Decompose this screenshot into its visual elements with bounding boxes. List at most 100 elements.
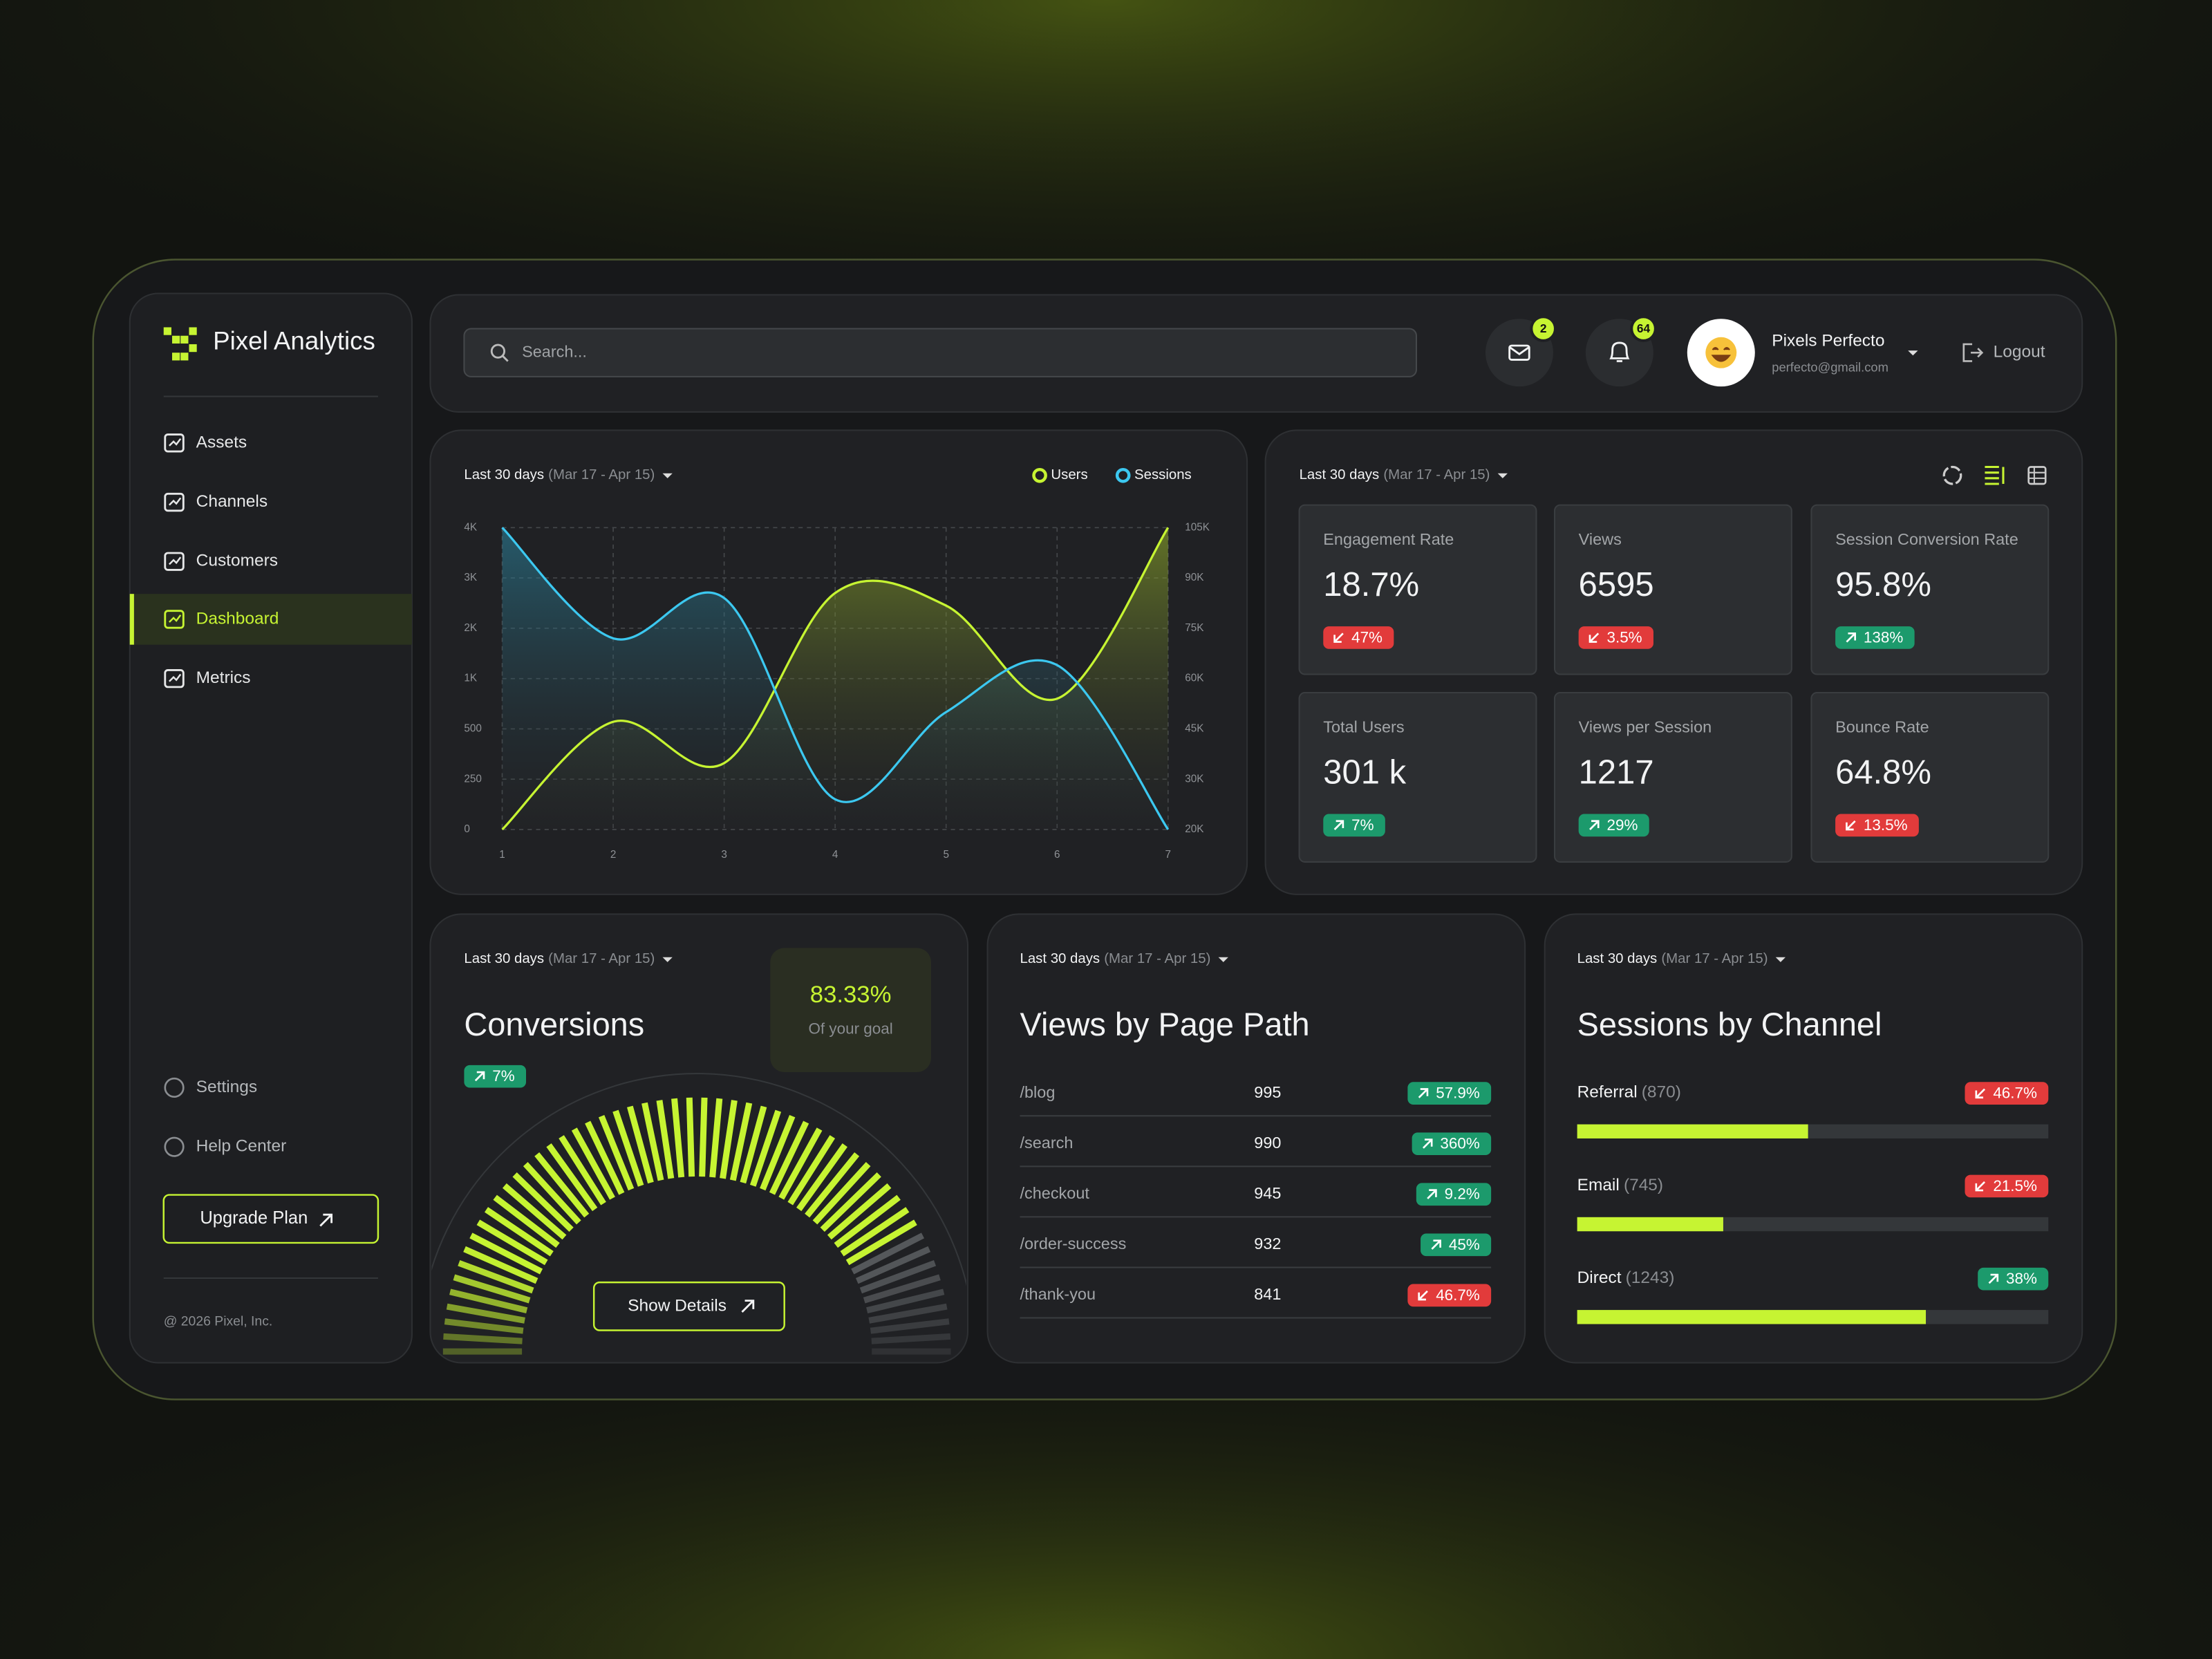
y2-tick-label: 105K bbox=[1185, 521, 1210, 533]
metric-value: 18.7% bbox=[1323, 566, 1419, 603]
gauge-bar-lit bbox=[641, 1102, 664, 1181]
upgrade-button[interactable] bbox=[162, 1194, 379, 1244]
goal-caption: Of your goal bbox=[808, 1020, 892, 1038]
metric-value: 301 k bbox=[1323, 753, 1406, 791]
page-path: /checkout bbox=[1020, 1184, 1090, 1202]
filter-label: Last 30 days bbox=[464, 467, 544, 482]
footer-nav-item[interactable]: Settings bbox=[196, 1078, 257, 1096]
channel-label: Email (745) bbox=[1577, 1176, 1663, 1194]
y-tick-label: 250 bbox=[464, 773, 482, 785]
nav-item[interactable]: Customers bbox=[196, 552, 278, 570]
badge-text: 38% bbox=[2006, 1270, 2037, 1287]
channel-count: (745) bbox=[1624, 1176, 1663, 1194]
copyright: @ 2026 Pixel, Inc. bbox=[164, 1313, 273, 1329]
view-toggle[interactable] bbox=[1985, 465, 2005, 485]
date-filter[interactable]: Last 30 days (Mar 17 - Apr 15) bbox=[1020, 951, 1211, 966]
nav-item[interactable]: Dashboard bbox=[196, 609, 279, 628]
show-details-button[interactable] bbox=[592, 1281, 785, 1331]
gauge-bar-lit bbox=[444, 1318, 524, 1334]
badge-bg bbox=[1323, 814, 1385, 837]
panel-title: Sessions by Channel bbox=[1577, 1006, 1882, 1042]
badge-bg bbox=[1407, 1284, 1492, 1307]
channel-name: Email bbox=[1577, 1176, 1620, 1194]
count-badge bbox=[1630, 315, 1657, 342]
nav-item[interactable]: Channels bbox=[196, 492, 268, 511]
gauge-bar-lit bbox=[458, 1259, 534, 1294]
badge-bg bbox=[1835, 626, 1915, 649]
badge-bg bbox=[1965, 1082, 2049, 1105]
show-details-label[interactable]: Show Details bbox=[628, 1296, 727, 1315]
channel-name: Referral bbox=[1577, 1083, 1638, 1102]
trend-badge: 46.7% bbox=[1407, 1284, 1492, 1307]
nav-icon bbox=[164, 492, 185, 512]
gauge-bar-lit bbox=[699, 1097, 708, 1177]
avatar-face bbox=[1711, 347, 1732, 362]
x-tick-label: 7 bbox=[1165, 849, 1172, 861]
date-filter[interactable]: Last 30 days (Mar 17 - Apr 15) bbox=[464, 467, 655, 482]
gauge-bar-lit bbox=[805, 1152, 860, 1218]
trend-badge: 21.5% bbox=[1965, 1174, 2049, 1198]
gauge-bar-lit bbox=[787, 1135, 836, 1206]
gauge-bar-lit bbox=[559, 1135, 606, 1206]
gauge-bar bbox=[863, 1274, 941, 1304]
arrow-icon bbox=[319, 1213, 333, 1227]
user-menu-caret[interactable] bbox=[1908, 350, 1918, 356]
gauge-bar-lit bbox=[463, 1246, 538, 1284]
view-toggle[interactable] bbox=[2027, 466, 2047, 485]
nav-icon-detail bbox=[169, 556, 182, 565]
nav-item[interactable]: Metrics bbox=[196, 668, 251, 687]
search-icon bbox=[490, 344, 506, 359]
gauge-bar-lit bbox=[627, 1105, 654, 1184]
gauge-bar-lit bbox=[812, 1162, 871, 1225]
badge-bg bbox=[1421, 1233, 1492, 1257]
gauge-bar-lit bbox=[612, 1109, 644, 1187]
upgrade-label[interactable]: Upgrade Plan bbox=[200, 1208, 308, 1228]
trend-badge: 38% bbox=[1978, 1267, 2049, 1291]
metric-label: Total Users bbox=[1323, 718, 1404, 735]
arrow-icon bbox=[741, 1300, 755, 1313]
date-filter[interactable]: Last 30 days (Mar 17 - Apr 15) bbox=[1300, 467, 1490, 482]
page-views: 841 bbox=[1254, 1285, 1281, 1303]
page-views: 995 bbox=[1254, 1083, 1281, 1101]
user-email: perfecto@gmail.com bbox=[1772, 359, 1888, 374]
count-badge bbox=[1530, 315, 1557, 342]
legend-label: Sessions bbox=[1134, 467, 1192, 482]
trend-badge: 46.7% bbox=[1965, 1082, 2049, 1105]
logo-pixel bbox=[180, 353, 189, 361]
date-filter[interactable]: Last 30 days (Mar 17 - Apr 15) bbox=[464, 951, 655, 966]
metric-value: 64.8% bbox=[1835, 753, 1931, 791]
view-toggle[interactable] bbox=[1942, 465, 1962, 485]
gauge-bar-lit bbox=[671, 1098, 685, 1178]
metric-label: Session Conversion Rate bbox=[1835, 530, 2018, 548]
footer-nav-item[interactable]: Help Center bbox=[196, 1137, 287, 1156]
search-box[interactable] bbox=[463, 328, 1417, 377]
channel-bar bbox=[1577, 1310, 1927, 1324]
badge-text: 57.9% bbox=[1436, 1085, 1480, 1102]
nav-icon bbox=[164, 552, 185, 571]
gauge-bar-lit bbox=[484, 1207, 554, 1257]
filter-range: (Mar 17 - Apr 15) bbox=[1104, 951, 1210, 966]
nav-icon-detail bbox=[169, 438, 182, 447]
line bbox=[501, 527, 1170, 830]
trend-icon bbox=[1988, 1273, 1999, 1284]
goal-box bbox=[770, 948, 931, 1073]
panel-title: Views by Page Path bbox=[1020, 1006, 1310, 1042]
x-tick-label: 6 bbox=[1054, 849, 1060, 861]
gauge-bar-lit bbox=[449, 1288, 528, 1314]
channel-count: (1243) bbox=[1626, 1269, 1675, 1288]
logout[interactable]: Logout bbox=[1994, 343, 2045, 362]
y-tick-label: 3K bbox=[464, 572, 478, 583]
logo-pixel bbox=[189, 327, 197, 335]
trend-icon bbox=[1975, 1181, 1985, 1192]
date-filter[interactable]: Last 30 days (Mar 17 - Apr 15) bbox=[1577, 951, 1768, 966]
logo-pixel bbox=[171, 353, 180, 361]
metric-label: Views per Session bbox=[1579, 718, 1712, 735]
badge-bg bbox=[1323, 626, 1394, 649]
gauge-bar-lit bbox=[686, 1097, 695, 1177]
nav-item[interactable]: Assets bbox=[196, 433, 247, 451]
gauge-bar-lit bbox=[523, 1162, 581, 1225]
gauge-bar-lit bbox=[778, 1127, 823, 1200]
y2-tick-label: 90K bbox=[1185, 572, 1204, 583]
page-path: /order-success bbox=[1020, 1235, 1127, 1253]
brand-name: Pixel Analytics bbox=[213, 327, 375, 355]
